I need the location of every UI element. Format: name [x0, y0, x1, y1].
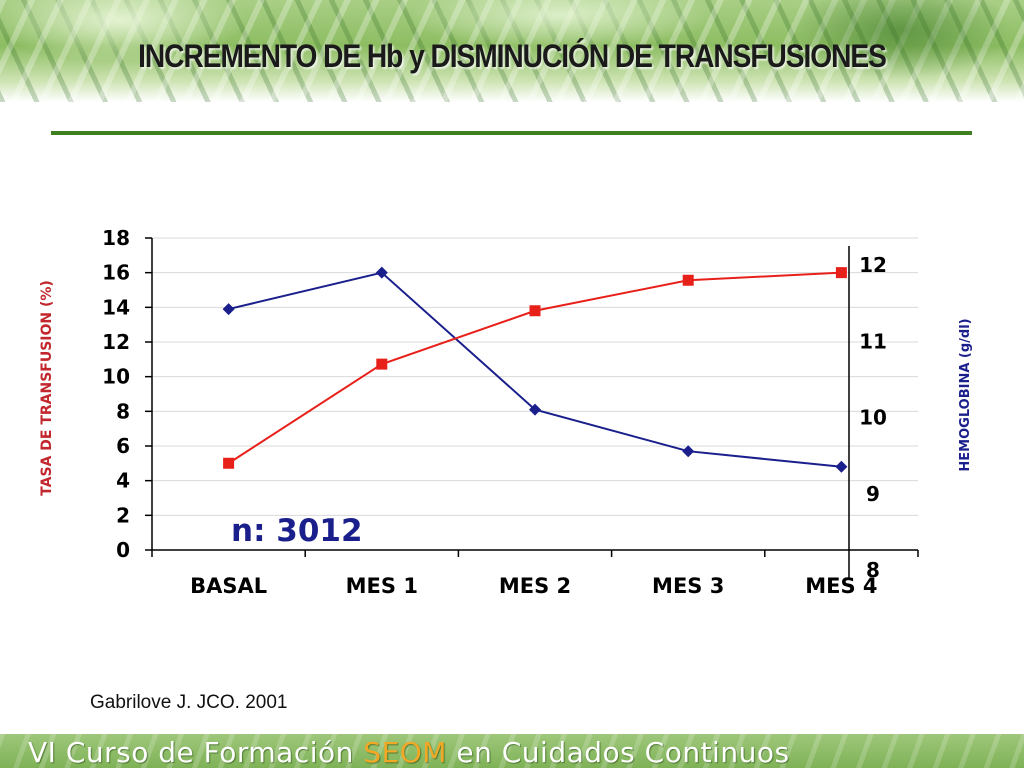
axes: 0 2 4 6 8 10 12 14 16 18 BASAL MES 1 MES 2 MES 3 MES 4… — [102, 226, 919, 598]
series-line — [228, 271, 842, 468]
data-point — [529, 403, 541, 416]
data-point — [835, 460, 848, 473]
series-line — [228, 271, 842, 465]
x-tick-label: MES 3 — [652, 574, 724, 598]
secondary-y-tick-label: 10 — [859, 406, 887, 430]
y-tick-label: 4 — [116, 469, 130, 493]
y-tick-label: 12 — [102, 330, 130, 354]
data-point — [682, 445, 695, 458]
y-tick-label: 6 — [116, 434, 130, 458]
data-point — [835, 267, 847, 279]
x-tick-label: MES 1 — [346, 574, 418, 598]
secondary-y-tick-label: 12 — [859, 253, 887, 277]
title-divider — [51, 131, 972, 135]
series-2 — [223, 267, 847, 469]
y-tick-label: 0 — [116, 538, 130, 562]
series-1 — [222, 266, 848, 473]
secondary-y-tick-label: 8 — [866, 558, 880, 582]
y-tick-label: 2 — [116, 503, 130, 527]
header-banner — [0, 0, 1024, 102]
y-tick-label: 10 — [102, 365, 130, 389]
data-point — [223, 457, 235, 469]
citation: Gabrilove J. JCO. 2001 — [90, 692, 288, 713]
data-point — [376, 358, 388, 370]
footer-text-start: VI Curso de Formación — [28, 736, 364, 769]
x-tick-label: MES 4 — [805, 574, 877, 598]
sample-size-annotation: n: 3012 — [231, 513, 363, 549]
secondary-y-tick-label: 11 — [859, 329, 887, 353]
series — [222, 266, 848, 473]
secondary-y-axis-label: HEMOGLOBINA (g/dl) — [958, 318, 973, 471]
data-point — [375, 266, 388, 279]
y-axis-label: TASA DE TRANSFUSION (%) — [39, 280, 55, 496]
footer-text-end: en Cuidados Continuos — [446, 736, 790, 769]
footer-seom: SEOM — [363, 736, 447, 769]
data-point — [529, 305, 541, 317]
y-tick-label: 16 — [102, 261, 130, 285]
data-point — [682, 274, 694, 286]
footer-banner — [0, 734, 1024, 768]
x-tick-label: MES 2 — [499, 574, 571, 598]
y-tick-label: 8 — [116, 399, 130, 423]
y-tick-label: 14 — [102, 295, 130, 319]
y-tick-label: 18 — [102, 226, 130, 250]
gridlines — [152, 237, 918, 516]
x-tick-label: BASAL — [190, 574, 267, 598]
data-point — [222, 303, 235, 316]
footer-course-title: VI Curso de Formación SEOM en Cuidados C… — [28, 736, 790, 769]
slide-title: INCREMENTO DE Hb y DISMINUCIÓN DE TRANSF… — [138, 38, 887, 74]
secondary-y-tick-label: 9 — [866, 482, 880, 506]
